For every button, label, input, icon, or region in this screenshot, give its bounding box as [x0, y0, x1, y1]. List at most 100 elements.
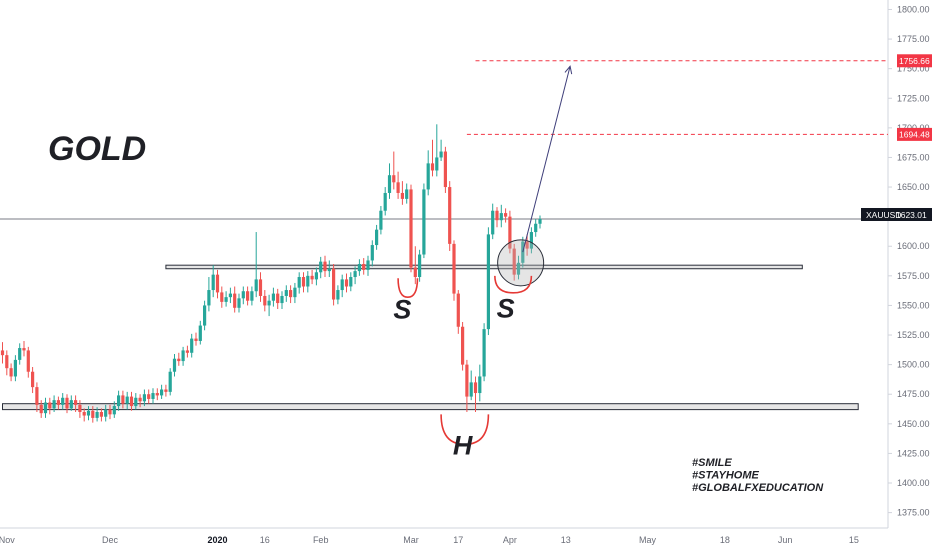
candle[interactable] — [353, 266, 357, 285]
candle[interactable] — [452, 240, 456, 301]
candle[interactable] — [104, 404, 108, 422]
candle[interactable] — [392, 151, 396, 190]
x-axis-ticks[interactable]: Nov Dec 2020 16 Feb Mar 17 Apr 13 May 18 Jun 15 — [0, 535, 859, 545]
candle[interactable] — [39, 400, 43, 418]
candle[interactable] — [301, 272, 306, 293]
candle[interactable] — [426, 150, 430, 196]
candle[interactable] — [400, 181, 404, 205]
candle[interactable] — [443, 146, 447, 193]
candle[interactable] — [117, 390, 121, 411]
candle[interactable] — [9, 363, 13, 382]
candle[interactable] — [418, 249, 422, 282]
candle[interactable] — [456, 290, 460, 334]
candle[interactable] — [495, 207, 499, 228]
candle[interactable] — [289, 285, 293, 304]
candle[interactable] — [280, 291, 284, 309]
candle[interactable] — [91, 406, 95, 423]
candle[interactable] — [340, 274, 344, 298]
candle[interactable] — [181, 346, 185, 366]
candle[interactable] — [151, 388, 155, 404]
candle[interactable] — [112, 401, 116, 418]
candle[interactable] — [448, 181, 452, 251]
candle[interactable] — [78, 400, 82, 418]
candle[interactable] — [142, 389, 146, 407]
candle[interactable] — [190, 333, 194, 358]
candle[interactable] — [267, 294, 271, 317]
candle[interactable] — [409, 184, 413, 273]
candle[interactable] — [375, 224, 379, 250]
candle[interactable] — [129, 391, 134, 411]
candle[interactable] — [314, 267, 318, 286]
candle[interactable] — [108, 404, 112, 420]
candle[interactable] — [327, 260, 331, 278]
candle[interactable] — [344, 273, 349, 293]
candle[interactable] — [512, 243, 516, 281]
candle[interactable] — [69, 395, 73, 411]
candle[interactable] — [370, 240, 374, 267]
candle[interactable] — [310, 269, 314, 285]
candle[interactable] — [276, 288, 280, 309]
candle[interactable] — [534, 219, 538, 237]
candle[interactable] — [508, 210, 512, 254]
candle[interactable] — [5, 350, 9, 376]
candle[interactable] — [366, 255, 370, 276]
candle[interactable] — [529, 227, 533, 254]
candle[interactable] — [13, 355, 17, 382]
candle[interactable] — [396, 171, 400, 199]
candle[interactable] — [35, 382, 39, 412]
candle[interactable] — [319, 256, 323, 279]
candle[interactable] — [405, 183, 409, 204]
candle[interactable] — [387, 163, 392, 199]
candle[interactable] — [383, 187, 387, 216]
candle[interactable] — [121, 390, 125, 409]
candle[interactable] — [74, 395, 78, 412]
candle[interactable] — [203, 300, 207, 331]
candle[interactable] — [258, 272, 263, 302]
candle[interactable] — [86, 406, 91, 421]
candle[interactable] — [336, 285, 340, 305]
candle[interactable] — [26, 346, 30, 378]
candle[interactable] — [435, 124, 439, 177]
candle[interactable] — [504, 208, 508, 223]
candle[interactable] — [164, 384, 168, 397]
candle[interactable] — [297, 272, 301, 294]
candle[interactable] — [224, 291, 228, 307]
neckline-zone[interactable] — [165, 264, 803, 270]
candle[interactable] — [56, 396, 60, 410]
candle[interactable] — [525, 234, 529, 256]
candle[interactable] — [422, 183, 426, 259]
candle[interactable] — [461, 322, 465, 371]
retest-circle[interactable] — [497, 239, 545, 287]
candle[interactable] — [125, 391, 129, 410]
candle[interactable] — [22, 340, 26, 357]
candle[interactable] — [284, 285, 288, 302]
candle[interactable] — [215, 269, 220, 299]
candle[interactable] — [491, 203, 495, 240]
candle[interactable] — [155, 388, 159, 401]
candle[interactable] — [349, 272, 353, 292]
candle[interactable] — [332, 264, 336, 306]
candle[interactable] — [323, 255, 327, 278]
candle[interactable] — [194, 332, 198, 346]
candle[interactable] — [233, 286, 237, 313]
candle[interactable] — [271, 287, 275, 307]
candle[interactable] — [18, 343, 22, 365]
candle[interactable] — [61, 393, 65, 410]
candle[interactable] — [306, 271, 310, 293]
candle[interactable] — [379, 205, 383, 235]
candle[interactable] — [357, 259, 361, 276]
candle[interactable] — [82, 408, 86, 422]
candle[interactable] — [439, 139, 443, 162]
candle[interactable] — [228, 287, 232, 304]
candle[interactable] — [482, 323, 486, 382]
candle[interactable] — [147, 389, 151, 404]
candle[interactable] — [43, 397, 48, 418]
candlestick-series[interactable] — [0, 124, 542, 423]
candle[interactable] — [241, 286, 245, 305]
candle[interactable] — [293, 282, 297, 304]
price-zones[interactable] — [2, 264, 859, 411]
candle[interactable] — [99, 408, 103, 422]
candle[interactable] — [499, 204, 503, 228]
candle[interactable] — [138, 394, 142, 408]
